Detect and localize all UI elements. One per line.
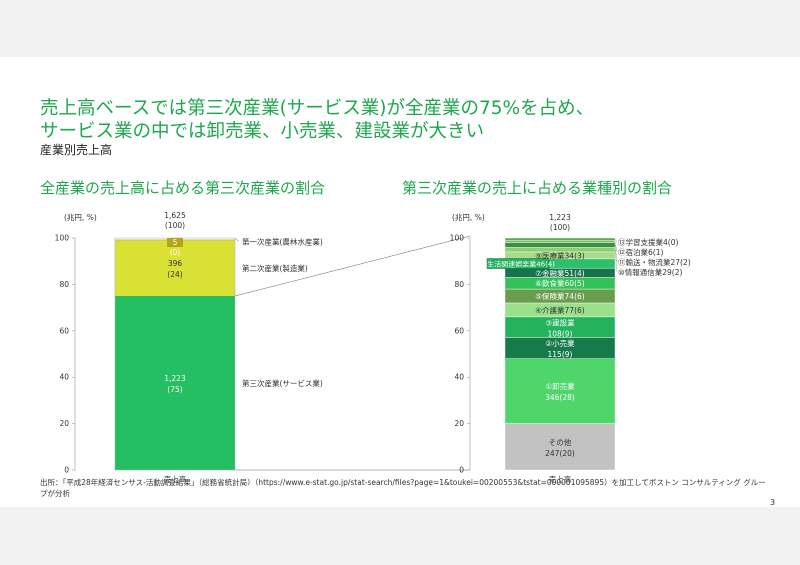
left-tick-label: 0 — [64, 466, 69, 475]
left-leader-line — [234, 237, 240, 242]
left-share-label: (24) — [167, 270, 182, 279]
left-total-label: 1,625 — [164, 211, 186, 220]
right-side-leader — [614, 241, 618, 253]
right-side-label: ⑫宿泊業6(1) — [618, 247, 663, 257]
right-bar-segment — [504, 423, 616, 471]
right-segment-name: その他 — [549, 437, 572, 447]
source-note: 出所：「平成28年経済センサス-活動調査結果」（総務省統計局）（https://… — [40, 478, 766, 498]
left-bar-segment — [115, 240, 235, 296]
right-tick-label: 20 — [454, 419, 464, 428]
left-value-label: 396 — [168, 259, 183, 268]
left-chart-title: 全産業の売上高に占める第三次産業の割合 — [40, 179, 326, 197]
right-segment-label: ⑤保険業74(6) — [535, 291, 584, 301]
left-bar-segment — [115, 296, 235, 470]
right-category-label: 売上高 — [549, 474, 572, 484]
left-share-label: (75) — [167, 385, 182, 394]
right-tick-label: 0 — [459, 466, 464, 475]
right-segment-value: 108(9) — [548, 329, 573, 338]
right-total-label: 1,223 — [549, 213, 571, 222]
page-title: 売上高ベースでは第三次産業(サービス業)が全産業の75%を占め、 サービス業の中… — [40, 97, 594, 143]
right-segment-label: ⑨医療業34(3) — [535, 250, 584, 260]
right-side-leader — [614, 249, 618, 273]
right-side-leader — [614, 239, 618, 243]
left-tick-label: 40 — [59, 373, 69, 382]
page-number: 3 — [770, 498, 776, 507]
right-segment-name: ①卸売業 — [545, 381, 575, 391]
right-bar-segment — [504, 240, 616, 243]
right-segment-label: ⑦金融業51(4) — [535, 268, 584, 278]
page-subtitle: 産業別売上高 — [40, 143, 113, 157]
right-segment-value: 247(20) — [545, 449, 575, 458]
left-tick-label: 60 — [59, 326, 69, 335]
right-total-share: (100) — [550, 223, 570, 232]
right-segment-label: ④介護業77(6) — [535, 305, 584, 315]
right-chart-title: 第三次産業の売上に占める業種別の割合 — [402, 179, 673, 197]
right-tick-label: 80 — [454, 280, 464, 289]
right-side-label: ⑩情報通信業29(2) — [618, 267, 682, 277]
left-value-label: 5 — [173, 238, 178, 247]
right-badge-box — [486, 258, 550, 269]
right-segment-value: 346(28) — [545, 393, 575, 402]
right-tick-label: 100 — [450, 234, 465, 243]
right-bar-segment — [504, 358, 616, 424]
left-legend-label: 第三次産業(サービス業) — [242, 378, 323, 388]
left-tick-label: 100 — [55, 234, 70, 243]
right-bar-segment — [504, 242, 616, 248]
right-segment-value: 115(9) — [548, 350, 573, 359]
title-line-1: 売上高ベースでは第三次産業(サービス業)が全産業の75%を占め、 — [40, 98, 595, 119]
left-tick-label: 80 — [59, 280, 69, 289]
right-segment-name: ③建設業 — [545, 317, 575, 327]
connector-line-top — [234, 235, 471, 297]
right-tick-label: 40 — [454, 373, 464, 382]
right-tick-label: 60 — [454, 326, 464, 335]
right-side-label: ⑬学習支援業4(0) — [618, 237, 678, 247]
left-value-label: 1,223 — [164, 374, 186, 383]
right-side-label: ⑪輸送・物流業27(2) — [618, 257, 691, 267]
title-line-2: サービス業の中では卸売業、小売業、建設業が大きい — [40, 121, 485, 142]
left-tick-label: 20 — [59, 419, 69, 428]
right-unit-label: (兆円, %) — [452, 212, 485, 222]
right-side-leader — [614, 244, 618, 263]
right-bar-segment — [504, 237, 616, 241]
left-total-share: (100) — [165, 221, 185, 230]
left-share-label: (0) — [170, 248, 181, 257]
right-segment-name: ②小売業 — [545, 338, 575, 348]
right-segment-label: ⑥飲食業60(5) — [535, 278, 584, 288]
left-unit-label: (兆円, %) — [64, 212, 97, 222]
left-legend-label: 第一次産業(農林水産業) — [242, 236, 323, 246]
right-badge-label: ⑧生活関連娯楽業46(4) — [481, 260, 555, 269]
left-first-industry-box — [167, 238, 183, 247]
left-category-label: 売上高 — [164, 474, 187, 484]
left-legend-label: 第二次産業(製造業) — [242, 263, 308, 273]
